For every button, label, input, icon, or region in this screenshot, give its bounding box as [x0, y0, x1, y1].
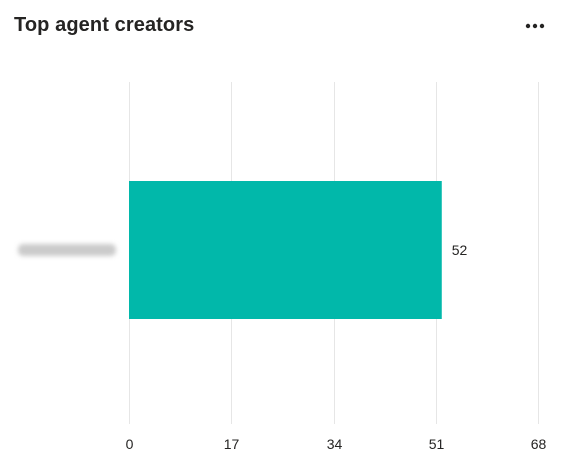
bar-data-label: 52 [452, 242, 468, 258]
more-horizontal-icon [525, 23, 545, 29]
chart-title: Top agent creators [14, 14, 195, 36]
bar [129, 181, 442, 319]
x-tick-label: 68 [531, 436, 547, 452]
x-tick-label: 0 [126, 436, 134, 452]
redacted-label-shape [18, 244, 116, 256]
x-axis: 0 17 34 51 68 [126, 436, 547, 452]
x-tick-label: 51 [429, 436, 445, 452]
category-label-redacted [18, 244, 116, 256]
x-tick-label: 17 [224, 436, 240, 452]
x-tick-label: 34 [327, 436, 343, 452]
data-labels: 52 [452, 242, 468, 258]
category-labels [18, 244, 116, 256]
more-options-button[interactable] [522, 16, 548, 36]
bars [129, 181, 442, 319]
